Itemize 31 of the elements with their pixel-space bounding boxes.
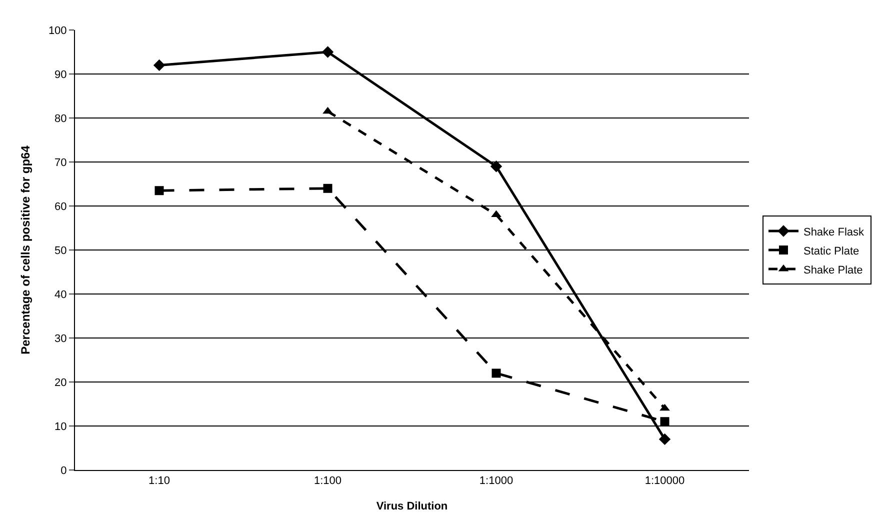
y-tick-label: 80 — [54, 112, 67, 125]
x-tick-label: 1:10 — [148, 475, 170, 488]
y-tick-label: 40 — [54, 288, 67, 301]
y-tick-label: 90 — [54, 68, 67, 81]
y-tick-label: 70 — [54, 156, 67, 169]
y-tick-label: 30 — [54, 332, 67, 345]
y-tick-label: 50 — [54, 244, 67, 257]
legend-label: Static Plate — [803, 245, 860, 258]
point — [154, 186, 164, 196]
x-tick-label: 1:10000 — [644, 475, 685, 488]
point — [490, 160, 502, 172]
point — [492, 368, 501, 378]
legend-label: Shake Plate — [803, 264, 863, 276]
y-tick-label: 0 — [60, 464, 67, 477]
point — [660, 404, 670, 411]
y-tick-label: 60 — [54, 200, 67, 213]
point — [491, 210, 502, 218]
point — [153, 59, 166, 72]
point — [660, 417, 670, 426]
point — [322, 46, 334, 58]
x-tick-label: 1:100 — [314, 475, 342, 488]
legend-label: Shake Flask — [803, 226, 865, 238]
point — [322, 106, 333, 114]
point — [323, 184, 332, 193]
y-tick-label: 20 — [54, 376, 67, 389]
y-tick-label: 100 — [48, 24, 67, 37]
y-tick-label: 10 — [54, 420, 67, 433]
x-axis-title: Virus Dilution — [376, 500, 448, 512]
y-axis-title: Percentage of cells positive for gp64 — [18, 145, 33, 354]
point — [658, 433, 671, 446]
x-tick-label: 1:1000 — [479, 475, 514, 488]
